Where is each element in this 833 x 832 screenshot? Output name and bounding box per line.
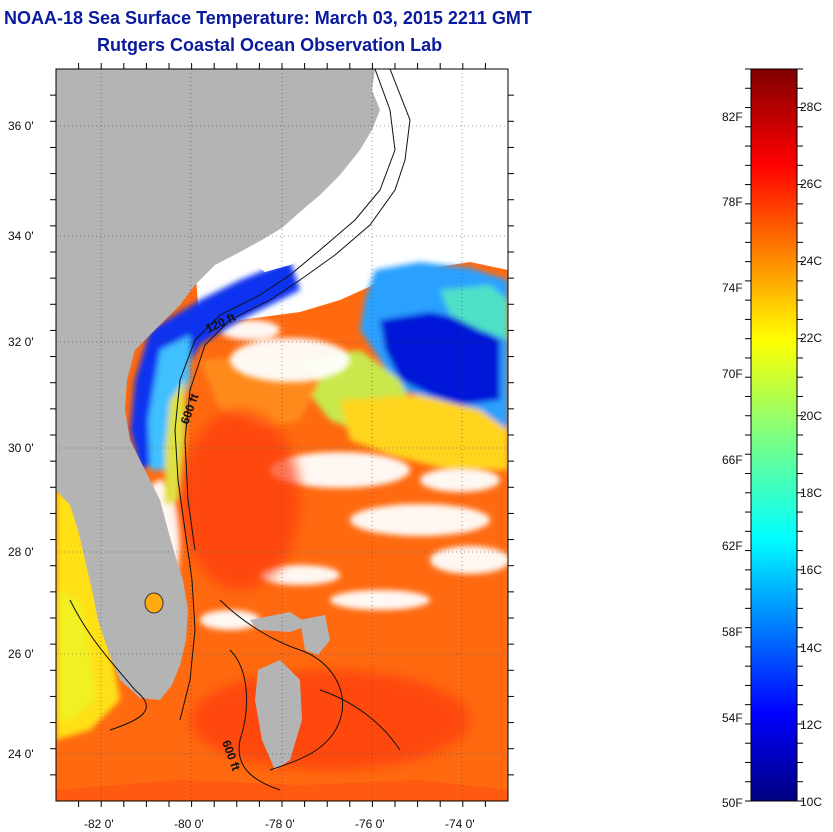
colorbar-f-label: 78F: [722, 195, 743, 209]
sst-field: [56, 69, 508, 801]
lat-label: 34 0': [8, 229, 34, 243]
colorbar-f-label: 82F: [722, 110, 743, 124]
colorbar-c-label: 22C: [800, 331, 822, 345]
colorbar-gradient: [750, 68, 798, 802]
colorbar-c-label: 10C: [800, 795, 822, 809]
lon-label: -74 0': [445, 817, 475, 831]
lat-label: 32 0': [8, 335, 34, 349]
lat-label: 28 0': [8, 545, 34, 559]
colorbar-f-label: 74F: [722, 281, 743, 295]
lat-label: 24 0': [8, 747, 34, 761]
lat-label: 36 0': [8, 119, 34, 133]
colorbar-f-label: 50F: [722, 796, 743, 810]
colorbar-f-label: 58F: [722, 625, 743, 639]
colorbar-c-label: 14C: [800, 641, 822, 655]
colorbar-c-label: 18C: [800, 486, 822, 500]
colorbar-f-label: 54F: [722, 711, 743, 725]
lon-label: -76 0': [355, 817, 385, 831]
lon-label: -80 0': [174, 817, 204, 831]
colorbar-f-label: 62F: [722, 539, 743, 553]
colorbar-c-label: 24C: [800, 254, 822, 268]
colorbar-c-label: 28C: [800, 100, 822, 114]
land: [56, 69, 380, 700]
colorbar-c-label: 20C: [800, 409, 822, 423]
map-subtitle: Rutgers Coastal Ocean Observation Lab: [97, 35, 443, 55]
colorbar-f-label: 70F: [722, 367, 743, 381]
colorbar: 82F 78F 74F 70F 66F 62F 58F 54F 50F 28C …: [722, 68, 822, 810]
graticule: [56, 69, 508, 801]
lat-label: 26 0': [8, 647, 34, 661]
colorbar-c-label: 12C: [800, 718, 822, 732]
lon-label: -82 0': [84, 817, 114, 831]
colorbar-f-label: 66F: [722, 453, 743, 467]
map-title: NOAA-18 Sea Surface Temperature: March 0…: [4, 8, 532, 28]
colorbar-c-label: 26C: [800, 177, 822, 191]
lat-label: 30 0': [8, 441, 34, 455]
lon-label: -78 0': [265, 817, 295, 831]
colorbar-c-label: 16C: [800, 563, 822, 577]
